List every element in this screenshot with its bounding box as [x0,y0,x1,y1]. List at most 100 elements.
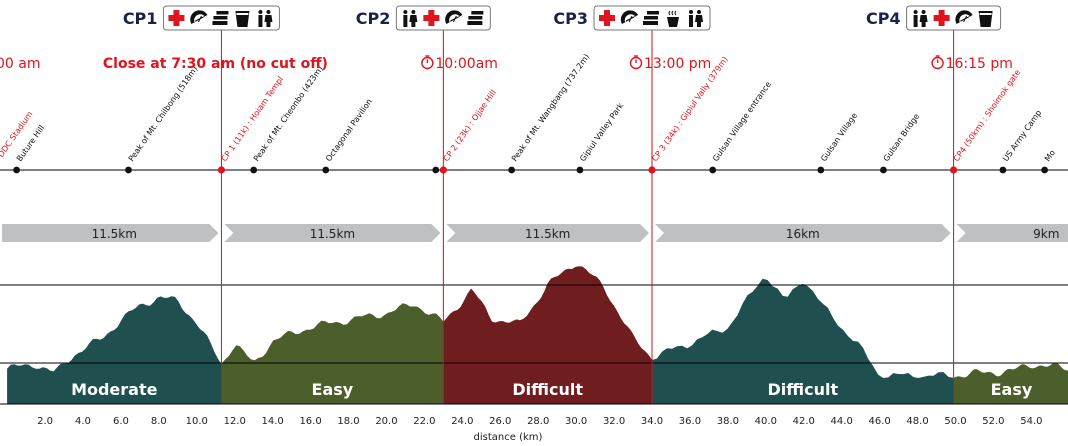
distance-bar-segment-4 [655,224,951,242]
distance-bar-segment-2 [224,224,441,242]
checkpoint-icon-box-4 [906,5,1002,31]
x-tick-label-3: 6.0 [113,416,129,427]
difficulty-label-segment-5: Easy [991,380,1033,399]
first-aid-icon [168,10,185,26]
x-axis-label: distance (km) [474,432,543,443]
x-tick-label-16: 32.0 [603,416,625,427]
checkpoint-headers-group: CP1 Close at 7:30 am (no cut off) CP2 10:00… [0,5,1013,72]
checkpoint-marker-4 [949,166,958,174]
elevation-area-segment-3 [443,266,652,404]
x-tick-label-8: 16.0 [299,416,321,427]
distance-label-segment-5: 9km [1033,227,1059,241]
x-tick-label-5: 10.0 [186,416,208,427]
checkpoint-time-2: 10:00am [435,56,498,72]
x-tick-label-2: 4.0 [75,416,91,427]
x-axis-ticks-group: 2.0 4.0 6.0 8.0 10.0 12.0 14.0 16.0 18.0 20.0 22.0… [37,416,1042,427]
x-tick-label-4: 8.0 [151,416,167,427]
x-tick-label-1: 2.0 [37,416,53,427]
drink-icon [235,11,250,27]
x-tick-label-20: 40.0 [755,416,777,427]
x-tick-label-19: 38.0 [717,416,739,427]
x-tick-label-14: 28.0 [527,416,549,427]
waypoint-marker-1 [13,166,20,174]
waypoint-label-3: Peak of Mt. Cheonbo (423m) [252,64,325,163]
food-icon [467,11,484,25]
x-tick-label-26: 52.0 [982,416,1004,427]
waypoint-marker-12 [1041,166,1049,174]
distance-label-segment-2: 11.5km [310,227,355,241]
first-aid-icon [599,10,616,26]
checkpoint-route-label-2: CP 2 (23k) : Ojjae Hill [442,88,498,163]
checkpoint-marker-2 [439,166,447,174]
x-tick-label-24: 48.0 [906,416,928,427]
difficulty-label-segment-2: Easy [312,380,354,399]
x-tick-label-15: 30.0 [565,416,587,427]
checkpoint-time-3: 13:00 pm [644,56,711,72]
checkpoint-marker-3 [648,166,656,174]
fruit-icon [955,10,973,24]
fruit-icon [190,10,208,24]
x-tick-label-7: 14.0 [262,416,284,427]
distance-label-segment-3: 11.5km [525,227,570,241]
waypoint-marker-10 [880,166,887,174]
waypoint-label-4: Octagonal Pavilion [324,97,374,163]
distance-bar-segment-5 [956,224,1068,242]
waypoint-marker-4 [322,166,330,174]
x-tick-label-21: 42.0 [793,416,815,427]
checkpoint-name-1: CP1 [123,9,158,28]
waypoint-marker-2 [125,166,132,174]
food-icon [643,11,660,25]
toilet-icon [403,10,418,27]
x-tick-label-25: 50.0 [944,416,966,427]
waypoint-marker-6 [508,166,516,174]
toilet-icon [689,10,704,27]
toilet-icon [258,10,273,27]
waypoint-marker-7 [576,166,584,174]
stopwatch-icon [629,55,643,70]
x-tick-label-17: 34.0 [641,416,663,427]
x-tick-label-12: 24.0 [451,416,473,427]
x-tick-label-9: 18.0 [337,416,359,427]
hot-drink-icon [667,10,680,27]
distance-bar-segment-1 [2,224,219,242]
waypoint-label-7: Gipiul Valley Park [578,101,625,163]
food-icon [212,11,229,25]
elevation-area-segment-1 [7,296,222,404]
waypoint-marker-9 [817,166,825,174]
x-tick-label-22: 44.0 [831,416,853,427]
start-time: 00 am [0,56,40,72]
elevation-area-segment-4 [652,278,954,404]
checkpoint-name-2: CP2 [356,9,391,28]
waypoint-marker-3 [250,166,258,174]
x-tick-label-23: 46.0 [868,416,890,427]
checkpoint-name-4: CP4 [866,9,901,28]
difficulty-label-segment-3: Difficult [512,380,583,399]
checkpoint-time-1: Close at 7:30 am (no cut off) [103,56,328,72]
x-tick-label-10: 20.0 [375,416,397,427]
checkpoint-time-4: 16:15 pm [946,56,1013,72]
waypoint-label-12: Mo [1043,148,1057,163]
waypoint-label-9: Gulsan Village [819,111,859,163]
distance-label-segment-1: 11.5km [92,227,137,241]
checkpoint-icon-box-2 [395,5,491,31]
difficulty-label-segment-4: Difficult [767,380,838,399]
first-aid-icon [933,10,950,26]
fruit-icon [445,10,463,24]
elevation-area-segment-2 [221,303,444,404]
first-aid-icon [423,10,440,26]
elevation-area-segment-5 [953,362,1068,404]
stopwatch-icon [931,55,944,70]
drink-icon [978,11,993,27]
waypoint-marker-5 [432,166,440,174]
fruit-icon [620,10,639,24]
x-tick-label-6: 12.0 [224,416,246,427]
x-tick-label-27: 54.0 [1020,416,1042,427]
checkpoint-route-label-1: CP 1 (11k) : Hoiam Templ [220,75,286,163]
checkpoint-name-3: CP3 [553,9,588,28]
distance-label-segment-4: 16km [786,227,820,241]
waypoint-marker-11 [999,166,1007,174]
waypoint-label-6: Peak of Mt. Wangbang (737.2m) [510,52,591,163]
segment-distance-bars-group: 11.5km 11.5km 11.5km 16km 9km [2,224,1068,242]
distance-bar-segment-3 [446,224,650,242]
